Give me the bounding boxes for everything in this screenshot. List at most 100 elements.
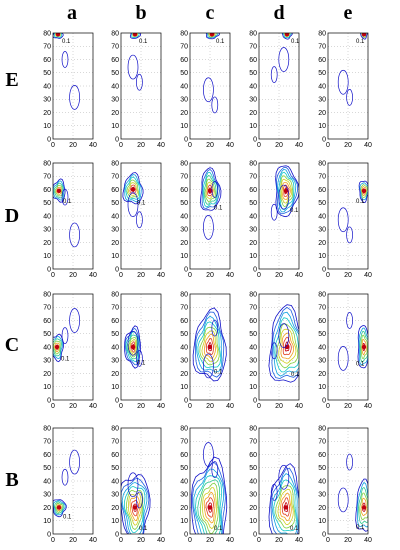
panel-frame <box>258 162 300 270</box>
x-ticks: 0 20 40 <box>326 142 372 149</box>
y-tick-label: 70 <box>180 174 188 181</box>
y-tick-label: 80 <box>318 425 326 432</box>
peak-marker <box>209 33 215 37</box>
y-tick-label: 40 <box>43 478 51 485</box>
column-label-c: c <box>206 2 215 24</box>
x-tick-label: 40 <box>295 537 303 544</box>
background-contours <box>127 54 143 91</box>
contour-level-background <box>69 449 80 475</box>
x-tick-label: 0 <box>257 537 261 544</box>
y-tick-label: 80 <box>249 425 257 432</box>
peak-marker <box>361 505 367 510</box>
peak-marker <box>283 188 289 194</box>
contour-level-2 <box>282 33 292 39</box>
y-tick-label: 60 <box>180 452 188 459</box>
y-tick-label: 70 <box>111 44 119 51</box>
x-tick-label: 0 <box>119 272 123 279</box>
x-tick-label: 40 <box>364 142 372 149</box>
background-contours <box>270 464 290 501</box>
panel-frame <box>327 293 369 401</box>
y-ticks: 0 10 20 30 40 50 60 70 80 <box>180 425 188 538</box>
peak-marker <box>207 188 213 194</box>
peak-marker <box>56 505 62 510</box>
y-tick-label: 80 <box>111 425 119 432</box>
x-tick-label: 40 <box>157 403 165 410</box>
x-tick-label: 20 <box>69 142 77 149</box>
y-tick-label: 30 <box>318 492 326 499</box>
y-tick-label: 30 <box>111 227 119 234</box>
contour-level-1 <box>205 33 220 40</box>
contour-level-2 <box>121 477 150 534</box>
contour-level-4 <box>359 492 368 520</box>
contour-lines <box>199 167 222 211</box>
panel-grid <box>121 33 161 139</box>
contour-level-1 <box>199 167 222 211</box>
x-tick-label: 0 <box>257 142 261 149</box>
y-tick-label: 70 <box>43 174 51 181</box>
y-tick-label: 10 <box>111 253 119 260</box>
contour-label: 0.1 <box>214 526 223 532</box>
contour-level-background <box>61 51 69 68</box>
contour-lines <box>358 180 368 204</box>
y-tick-label: 30 <box>249 492 257 499</box>
x-tick-label: 40 <box>157 272 165 279</box>
contour-label: 0.1 <box>63 199 72 205</box>
y-tick-label: 60 <box>318 57 326 64</box>
contour-label: 0.1 <box>356 362 365 368</box>
panel-grid <box>121 428 161 534</box>
contour-level-8 <box>203 491 216 524</box>
y-tick-label: 50 <box>180 70 188 77</box>
y-tick-label: 40 <box>111 83 119 90</box>
contour-level-2 <box>359 182 368 201</box>
contour-level-5 <box>360 497 368 517</box>
y-tick-label: 50 <box>111 200 119 207</box>
y-tick-label: 0 <box>115 266 119 273</box>
y-tick-label: 20 <box>180 371 188 378</box>
x-tick-label: 40 <box>295 142 303 149</box>
contour-level-6 <box>281 178 293 204</box>
y-tick-label: 20 <box>43 371 51 378</box>
y-tick-label: 0 <box>184 136 188 143</box>
row-label-D: D <box>5 205 19 227</box>
contour-level-background <box>278 323 290 348</box>
contour-level-5 <box>125 489 144 531</box>
contour-panel-c-d: 0.1 0 10 20 30 40 50 60 70 80 0 20 40 <box>249 291 303 410</box>
contour-level-background <box>69 222 80 248</box>
contour-panel-b-b: 0.1 0 10 20 30 40 50 60 70 80 0 20 40 <box>111 425 165 544</box>
y-tick-label: 50 <box>180 331 188 338</box>
background-contours <box>270 47 290 83</box>
y-tick-label: 0 <box>253 136 257 143</box>
panel-grid <box>121 163 161 269</box>
contour-level-4 <box>197 321 222 369</box>
x-tick-label: 0 <box>188 537 192 544</box>
panel-frame <box>52 427 94 535</box>
contour-level-background <box>211 319 219 337</box>
background-contours <box>61 449 80 486</box>
contour-label: 0.1 <box>356 525 365 531</box>
y-tick-label: 40 <box>318 213 326 220</box>
contour-level-background <box>278 47 290 72</box>
contour-level-background <box>337 346 349 371</box>
x-tick-label: 40 <box>226 142 234 149</box>
y-tick-label: 70 <box>180 439 188 446</box>
peak-marker <box>284 33 290 37</box>
contour-level-background <box>211 96 219 114</box>
y-tick-label: 20 <box>111 505 119 512</box>
x-tick-label: 0 <box>188 403 192 410</box>
contour-label: 0.1 <box>291 39 300 45</box>
y-ticks: 0 10 20 30 40 50 60 70 80 <box>43 425 51 538</box>
contour-lines <box>205 33 220 40</box>
x-tick-label: 20 <box>275 142 283 149</box>
panel-grid <box>190 428 230 534</box>
y-tick-label: 10 <box>318 123 326 130</box>
contour-panel-e-a: 0.1 0 10 20 30 40 50 60 70 80 0 20 40 <box>43 30 97 149</box>
y-tick-label: 60 <box>180 57 188 64</box>
y-tick-label: 70 <box>318 439 326 446</box>
y-tick-label: 50 <box>43 331 51 338</box>
contour-level-background <box>346 453 353 471</box>
x-tick-label: 20 <box>137 537 145 544</box>
contour-level-background <box>278 464 290 490</box>
x-tick-label: 0 <box>188 272 192 279</box>
column-label-d: d <box>273 2 284 24</box>
